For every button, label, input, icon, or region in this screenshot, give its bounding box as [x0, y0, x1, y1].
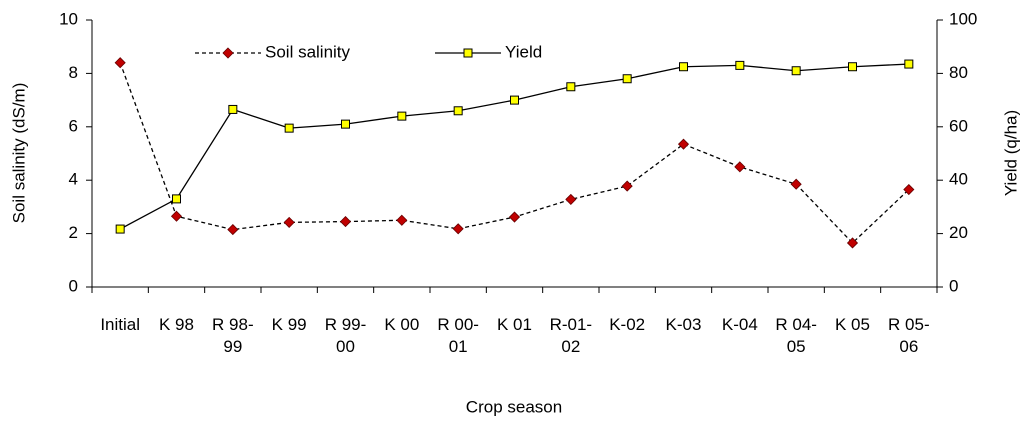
point [114, 57, 126, 69]
x-tick-label: R-01-02 [549, 315, 593, 356]
series-line [119, 63, 909, 230]
y2-tick-label: 100 [949, 9, 977, 28]
point [735, 60, 745, 70]
y2-tick-label: 60 [949, 116, 968, 135]
point [115, 224, 125, 234]
point [677, 138, 690, 150]
point [734, 161, 746, 173]
point [341, 119, 350, 129]
point [508, 211, 521, 223]
x-tick-label: K-02 [609, 315, 646, 334]
y-axis-title: Soil salinity (dS/m) [9, 83, 28, 224]
y-tick-label: 0 [69, 276, 78, 295]
point [339, 216, 352, 228]
point [510, 95, 519, 105]
x-tick-label: R 00-01 [437, 315, 479, 356]
x-axis-title: Crop season [466, 397, 562, 416]
x-tick-label: K 00 [384, 315, 420, 334]
y-tick-label: 10 [59, 9, 78, 28]
point [621, 180, 633, 192]
x-tick-label: R 04-05 [775, 315, 817, 356]
point [848, 62, 857, 72]
point [227, 224, 239, 236]
legend-label: Soil salinity [265, 42, 351, 61]
x-tick-label: K 01 [497, 315, 532, 334]
x-tick-label: R 98-99 [212, 315, 254, 356]
legend-label: Yield [505, 42, 542, 61]
point [846, 237, 859, 249]
legend-marker [463, 48, 473, 58]
point [452, 223, 464, 235]
x-tick-label: Initial [100, 315, 140, 334]
x-tick-label: K-03 [665, 315, 702, 334]
y-tick-label: 4 [69, 170, 78, 189]
x-tick-label: K 98 [159, 315, 194, 334]
y2-tick-label: 20 [949, 223, 968, 242]
x-tick-label: K 05 [835, 315, 870, 334]
point [228, 104, 238, 114]
y-tick-label: 2 [69, 223, 78, 242]
y-tick-label: 6 [69, 116, 78, 135]
point [396, 214, 408, 226]
y2-tick-label: 80 [949, 63, 968, 82]
point [790, 178, 802, 190]
legend-marker [222, 47, 234, 59]
point [453, 106, 463, 116]
point [622, 74, 632, 84]
x-tick-label: K 99 [271, 315, 307, 334]
x-tick-label: R 05-06 [888, 315, 930, 356]
point [903, 183, 915, 196]
point [679, 62, 688, 72]
point [904, 59, 914, 69]
x-tick-label: R 99-00 [324, 315, 367, 356]
point [566, 82, 576, 92]
point [565, 193, 577, 205]
point [284, 123, 294, 133]
y2-axis-title: Yield (q/ha) [1001, 110, 1020, 196]
point [791, 66, 801, 76]
y2-tick-label: 0 [949, 276, 958, 295]
y-tick-label: 8 [69, 63, 78, 82]
point [172, 194, 181, 204]
y2-tick-label: 40 [949, 170, 968, 189]
point [283, 216, 295, 228]
x-tick-label: K-04 [721, 315, 758, 334]
point [397, 111, 407, 121]
point [170, 210, 183, 222]
